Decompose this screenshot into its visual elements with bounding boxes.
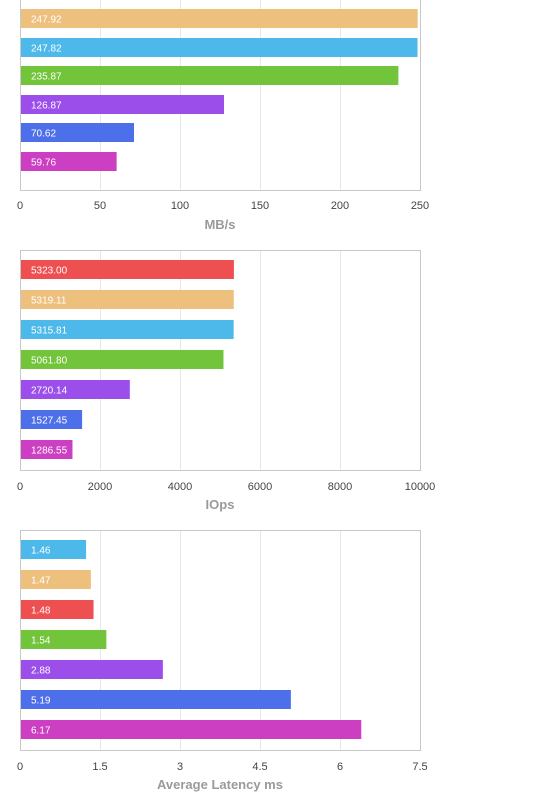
bar-value-label: 5.19 xyxy=(31,696,51,707)
bar-value-label: 70.62 xyxy=(31,129,56,140)
x-axis-label: MB/s xyxy=(204,217,235,232)
plot-frame xyxy=(20,530,421,751)
bar xyxy=(21,630,107,649)
x-tick-label: 0 xyxy=(17,761,23,773)
bar-value-label: 247.82 xyxy=(31,44,62,55)
x-tick-label: 200 xyxy=(331,200,349,212)
bar xyxy=(21,690,291,709)
x-axis-label: Average Latency ms xyxy=(157,777,283,792)
bar-value-label: 5061.80 xyxy=(31,356,68,367)
bar-value-label: 247.92 xyxy=(31,15,62,26)
bar xyxy=(21,660,163,679)
chart-3: 1.46 1.47 1.48 1.54 2.88 5.19 6.17 0 1.5 3 4.5 6 7.5… xyxy=(17,530,428,792)
bar-value-label: 5323.00 xyxy=(31,266,68,277)
bar xyxy=(21,570,91,589)
bar-value-label: 59.76 xyxy=(31,158,56,169)
x-tick-label: 0 xyxy=(17,481,23,493)
bar-value-label: 1.47 xyxy=(31,576,51,587)
x-tick-label: 0 xyxy=(17,200,23,212)
bar xyxy=(21,600,94,619)
bar xyxy=(21,152,117,171)
bar-value-label: 1286.55 xyxy=(31,446,68,457)
bar xyxy=(21,9,418,28)
bar xyxy=(21,123,134,142)
bar-value-label: 5315.81 xyxy=(31,326,68,337)
plot-frame xyxy=(20,0,421,191)
x-tick-label: 100 xyxy=(171,200,189,212)
bar-value-label: 5319.11 xyxy=(31,296,67,307)
bar xyxy=(21,290,234,309)
bar xyxy=(21,38,418,57)
bar xyxy=(21,350,224,369)
x-tick-label: 3 xyxy=(177,761,183,773)
bar-value-label: 2720.14 xyxy=(31,386,68,397)
bar-value-label: 1.54 xyxy=(31,636,51,647)
x-tick-label: 250 xyxy=(411,200,429,212)
x-tick-label: 6 xyxy=(337,761,343,773)
x-axis-label: IOps xyxy=(206,497,235,512)
x-tick-label: 8000 xyxy=(328,481,352,493)
x-tick-label: 10000 xyxy=(405,481,436,493)
chart-1: 247.92 247.82 235.87 126.87 70.62 59.76 0 50 100… xyxy=(17,0,429,232)
x-tick-label: 7.5 xyxy=(412,761,427,773)
x-tick-label: 4.5 xyxy=(252,761,267,773)
bar xyxy=(21,440,73,459)
bar-value-label: 126.87 xyxy=(31,101,62,112)
bar xyxy=(21,540,87,559)
bar-value-label: 1.46 xyxy=(31,546,51,557)
bar-value-label: 1527.45 xyxy=(31,416,68,427)
bar-value-label: 235.87 xyxy=(31,72,62,83)
bar-value-label: 6.17 xyxy=(31,726,51,737)
bar xyxy=(21,410,83,429)
bar xyxy=(21,320,234,339)
bar xyxy=(21,380,130,399)
x-tick-label: 1.5 xyxy=(92,761,107,773)
bar-value-label: 2.88 xyxy=(31,666,51,677)
bar xyxy=(21,66,399,85)
x-tick-label: 6000 xyxy=(248,481,272,493)
x-tick-label: 50 xyxy=(94,200,106,212)
bar xyxy=(21,720,362,739)
bar xyxy=(21,260,234,279)
x-tick-label: 2000 xyxy=(88,481,112,493)
plot-frame xyxy=(20,250,421,471)
bar-value-label: 1.48 xyxy=(31,606,51,617)
bar xyxy=(21,95,224,114)
chart-2: 5323.00 5319.11 5315.81 5061.80 2720.14 1527.… xyxy=(17,250,435,512)
x-tick-label: 150 xyxy=(251,200,269,212)
x-tick-label: 4000 xyxy=(168,481,192,493)
